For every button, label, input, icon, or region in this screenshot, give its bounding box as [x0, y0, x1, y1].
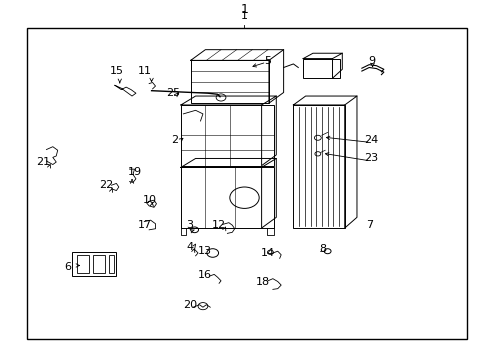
Text: 6: 6 [64, 262, 71, 272]
Text: 1: 1 [240, 3, 248, 16]
Text: 22: 22 [99, 180, 114, 190]
Bar [108, 256, 114, 273]
Text: 8: 8 [319, 244, 325, 255]
Text: 23: 23 [364, 153, 378, 163]
Bar [303, 59, 339, 78]
Text: 19: 19 [128, 167, 142, 177]
Text: 17: 17 [138, 220, 151, 230]
Bar [93, 256, 105, 273]
Text: 9: 9 [367, 56, 374, 66]
Text: 24: 24 [364, 135, 378, 145]
Text: 12: 12 [212, 220, 225, 230]
Text: 1: 1 [241, 11, 247, 21]
Text: 4: 4 [186, 242, 193, 252]
Text: 7: 7 [365, 220, 372, 230]
Text: 21: 21 [36, 157, 50, 167]
Bar [190, 60, 268, 103]
Bar [293, 105, 344, 228]
Bar [27, 28, 466, 339]
Text: 25: 25 [166, 88, 180, 98]
Text: 3: 3 [186, 220, 193, 230]
Text: 13: 13 [197, 246, 211, 256]
Bar [77, 256, 89, 273]
Text: 5: 5 [264, 56, 271, 66]
Text: 2: 2 [171, 135, 178, 145]
Text: 14: 14 [261, 248, 274, 258]
Text: 11: 11 [138, 66, 151, 76]
Bar [72, 252, 116, 276]
Bar [181, 167, 273, 228]
Text: 10: 10 [142, 195, 156, 205]
Text: 15: 15 [109, 66, 123, 76]
Text: 20: 20 [183, 300, 196, 310]
Text: 18: 18 [256, 276, 269, 287]
Bar [181, 105, 273, 166]
Text: 16: 16 [197, 270, 211, 280]
